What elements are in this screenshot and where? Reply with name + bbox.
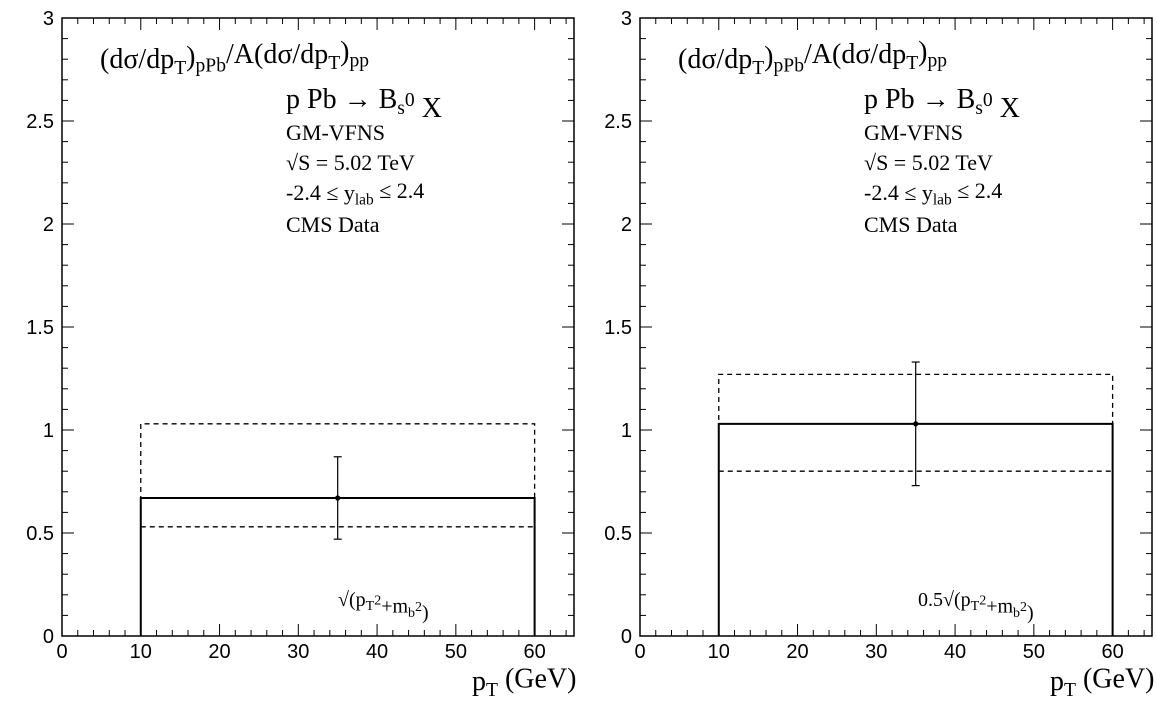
scale-label-part: +m — [986, 596, 1013, 618]
y-tick-label: 3 — [621, 8, 632, 30]
y-tick-label: 0.5 — [604, 523, 632, 545]
ratio-title-part: pp — [350, 50, 370, 71]
y-tick-label: 1.5 — [604, 317, 632, 339]
ratio-title-part: pPb — [196, 55, 227, 76]
x-tick-label: 0 — [56, 641, 67, 663]
x-tick-label: 10 — [708, 641, 730, 663]
y-tick-label: 2 — [43, 214, 54, 236]
process-label-part: X — [415, 93, 442, 124]
ratio-title-part: /A(dσ/dp — [226, 39, 328, 70]
ratio-title-part: ) — [186, 41, 195, 72]
ratio-title: (dσ/dpT)pPb/A(dσ/dpT)pp — [678, 36, 947, 78]
scale-label: 0.5√(pT2+mb2) — [918, 589, 1034, 624]
rapidity-label-part: lab — [355, 192, 374, 209]
process-label-part: 0 — [983, 90, 993, 111]
data-label: CMS Data — [286, 212, 380, 237]
scale-label-part: b — [408, 606, 415, 621]
x-tick-label: 30 — [865, 641, 887, 663]
y-tick-label: 0 — [621, 626, 632, 648]
panel-right: 0 10 20 30 40 50 6000.511.522.53(dσ/dpT)pPb/A(… — [604, 8, 1154, 701]
scale-label-part: √(p — [338, 589, 366, 611]
scale-label-part: ) — [422, 602, 429, 624]
x-axis-label-part: (GeV) — [498, 663, 577, 694]
process-label-part: p Pb → B — [286, 84, 397, 115]
scale-label-part: T — [971, 599, 980, 614]
scale-label-part: 2 — [1020, 600, 1027, 615]
scale-label-part: 2 — [979, 594, 986, 609]
ratio-title-part: pp — [928, 50, 948, 71]
ratio-title-part: T — [906, 53, 918, 74]
x-tick-label: 50 — [1023, 641, 1045, 663]
x-tick-label: 30 — [287, 641, 309, 663]
y-tick-label: 0 — [43, 626, 54, 648]
ratio-title: (dσ/dpT)pPb/A(dσ/dpT)pp — [100, 36, 369, 78]
data-point — [335, 495, 341, 501]
x-axis-label-part: T — [486, 680, 498, 701]
ratio-title-part: T — [752, 58, 764, 79]
ratio-title-part: ) — [918, 36, 927, 67]
y-tick-label: 2 — [621, 214, 632, 236]
process-label-part: p Pb → B — [864, 84, 975, 115]
process-label: p Pb → Bs0 X — [864, 84, 1020, 124]
y-tick-label: 3 — [43, 8, 54, 30]
x-tick-label: 60 — [523, 641, 545, 663]
scale-label: √(pT2+mb2) — [338, 589, 429, 624]
panel-left: 0 10 20 30 40 50 6000.511.522.53(dσ/dpT)pPb/A(… — [26, 8, 576, 701]
x-tick-label: 20 — [208, 641, 230, 663]
energy-label: √S = 5.02 TeV — [286, 150, 415, 175]
data-point — [913, 421, 919, 427]
process-label-part: s — [975, 98, 983, 119]
x-tick-label: 0 — [634, 641, 645, 663]
ratio-title-part: ) — [340, 36, 349, 67]
x-tick-label: 60 — [1101, 641, 1123, 663]
energy-label: √S = 5.02 TeV — [864, 150, 993, 175]
x-axis-label: pT (GeV) — [1050, 663, 1155, 700]
y-tick-label: 1 — [621, 420, 632, 442]
scale-label-part: T — [366, 599, 375, 614]
scheme-label: GM-VFNS — [286, 120, 385, 145]
scale-label-part: 2 — [374, 594, 381, 609]
x-tick-label: 40 — [366, 641, 388, 663]
process-label-part: s — [397, 98, 405, 119]
x-axis-label-part: (GeV) — [1076, 663, 1155, 694]
rapidity-label: -2.4 ≤ ylab ≤ 2.4 — [864, 178, 1002, 209]
y-tick-label: 1.5 — [26, 317, 54, 339]
process-label-part: X — [993, 93, 1020, 124]
y-tick-label: 2.5 — [26, 111, 54, 133]
ratio-title-part: pPb — [774, 55, 805, 76]
rapidity-label-part: ≤ 2.4 — [374, 178, 425, 203]
x-tick-label: 40 — [944, 641, 966, 663]
data-label: CMS Data — [864, 212, 958, 237]
ratio-title-part: (dσ/dp — [100, 44, 174, 75]
scale-label-part: +m — [381, 596, 408, 618]
scale-label-part: 2 — [415, 600, 422, 615]
y-tick-label: 0.5 — [26, 523, 54, 545]
x-tick-label: 50 — [445, 641, 467, 663]
x-tick-label: 20 — [786, 641, 808, 663]
scale-label-part: 0.5√(p — [918, 589, 971, 611]
x-axis-label: pT (GeV) — [472, 663, 577, 700]
ratio-title-part: (dσ/dp — [678, 44, 752, 75]
y-tick-label: 2.5 — [604, 111, 632, 133]
rapidity-label-part: -2.4 ≤ y — [864, 180, 933, 205]
scale-label-part: ) — [1027, 602, 1034, 624]
x-tick-label: 10 — [130, 641, 152, 663]
scheme-label: GM-VFNS — [864, 120, 963, 145]
process-label-part: 0 — [405, 90, 415, 111]
ratio-title-part: ) — [764, 41, 773, 72]
rapidity-label-part: lab — [933, 192, 952, 209]
scale-label-part: b — [1013, 606, 1020, 621]
ratio-title-part: T — [328, 53, 340, 74]
x-axis-label-part: p — [472, 666, 486, 697]
x-axis-label-part: p — [1050, 666, 1064, 697]
y-tick-label: 1 — [43, 420, 54, 442]
ratio-title-part: /A(dσ/dp — [804, 39, 906, 70]
rapidity-label-part: ≤ 2.4 — [952, 178, 1003, 203]
x-axis-label-part: T — [1064, 680, 1076, 701]
process-label: p Pb → Bs0 X — [286, 84, 442, 124]
rapidity-label: -2.4 ≤ ylab ≤ 2.4 — [286, 178, 424, 209]
rapidity-label-part: -2.4 ≤ y — [286, 180, 355, 205]
ratio-title-part: T — [174, 58, 186, 79]
